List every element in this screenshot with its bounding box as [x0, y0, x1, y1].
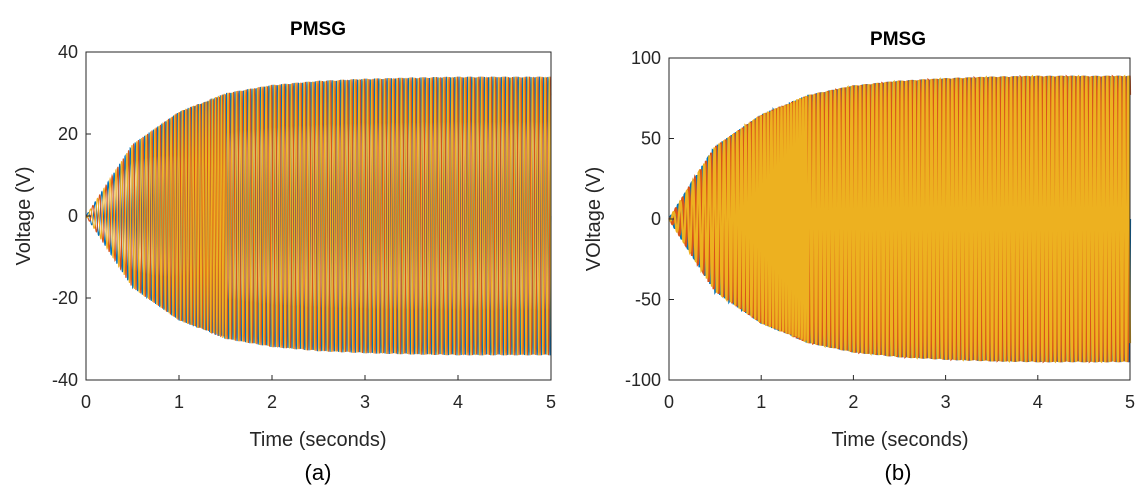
y-tick-label: 0 [651, 209, 661, 229]
x-tick-label: 2 [848, 392, 858, 412]
x-tick-label: 1 [174, 392, 184, 412]
x-axis-ticks-b: 0 1 2 3 4 5 [664, 375, 1135, 412]
x-tick-label: 0 [81, 392, 91, 412]
y-axis-label-a: Voltage (V) [13, 167, 35, 266]
y-tick-label: 0 [68, 206, 78, 226]
chart-title-a: PMSG [290, 19, 346, 40]
plot-area-b [668, 74, 1132, 364]
panel-caption-a: (a) [305, 460, 332, 485]
y-tick-label: -20 [52, 288, 78, 308]
x-axis-label-b: Time (seconds) [831, 429, 968, 451]
x-tick-label: 3 [941, 392, 951, 412]
x-tick-label: 1 [756, 392, 766, 412]
chart-title-b: PMSG [870, 29, 926, 50]
y-tick-label: 20 [58, 124, 78, 144]
chart-panel-a: PMSG 0 1 2 3 4 5 -40 -20 0 20 40 Time (seconds) V… [13, 19, 556, 485]
series-line-a-1 [85, 76, 552, 356]
x-tick-label: 3 [360, 392, 370, 412]
x-axis-label-a: Time (seconds) [249, 429, 386, 451]
panel-caption-b: (b) [885, 460, 912, 485]
series-line-a-2 [85, 76, 552, 356]
y-tick-label: 50 [641, 129, 661, 149]
y-tick-label: 100 [631, 48, 661, 68]
y-axis-ticks-b: -100 -50 0 50 100 [625, 48, 674, 390]
y-axis-ticks-a: -40 -20 0 20 40 [52, 42, 91, 390]
y-tick-label: -40 [52, 370, 78, 390]
x-tick-label: 5 [546, 392, 556, 412]
x-axis-ticks-a: 0 1 2 3 4 5 [81, 375, 556, 412]
x-tick-label: 4 [1033, 392, 1043, 412]
y-axis-label-b: VOltage (V) [583, 167, 605, 271]
x-tick-label: 0 [664, 392, 674, 412]
x-tick-label: 2 [267, 392, 277, 412]
y-tick-label: -100 [625, 370, 661, 390]
y-tick-label: -50 [635, 290, 661, 310]
plot-area-a [85, 76, 552, 356]
series-line-a-3 [85, 76, 552, 356]
series-line-b-3 [668, 74, 1132, 364]
x-tick-label: 4 [453, 392, 463, 412]
x-tick-label: 5 [1125, 392, 1135, 412]
chart-panel-b: PMSG 0 1 2 3 4 5 -100 -50 0 50 100 Time (seconds)… [583, 29, 1135, 485]
y-tick-label: 40 [58, 42, 78, 62]
